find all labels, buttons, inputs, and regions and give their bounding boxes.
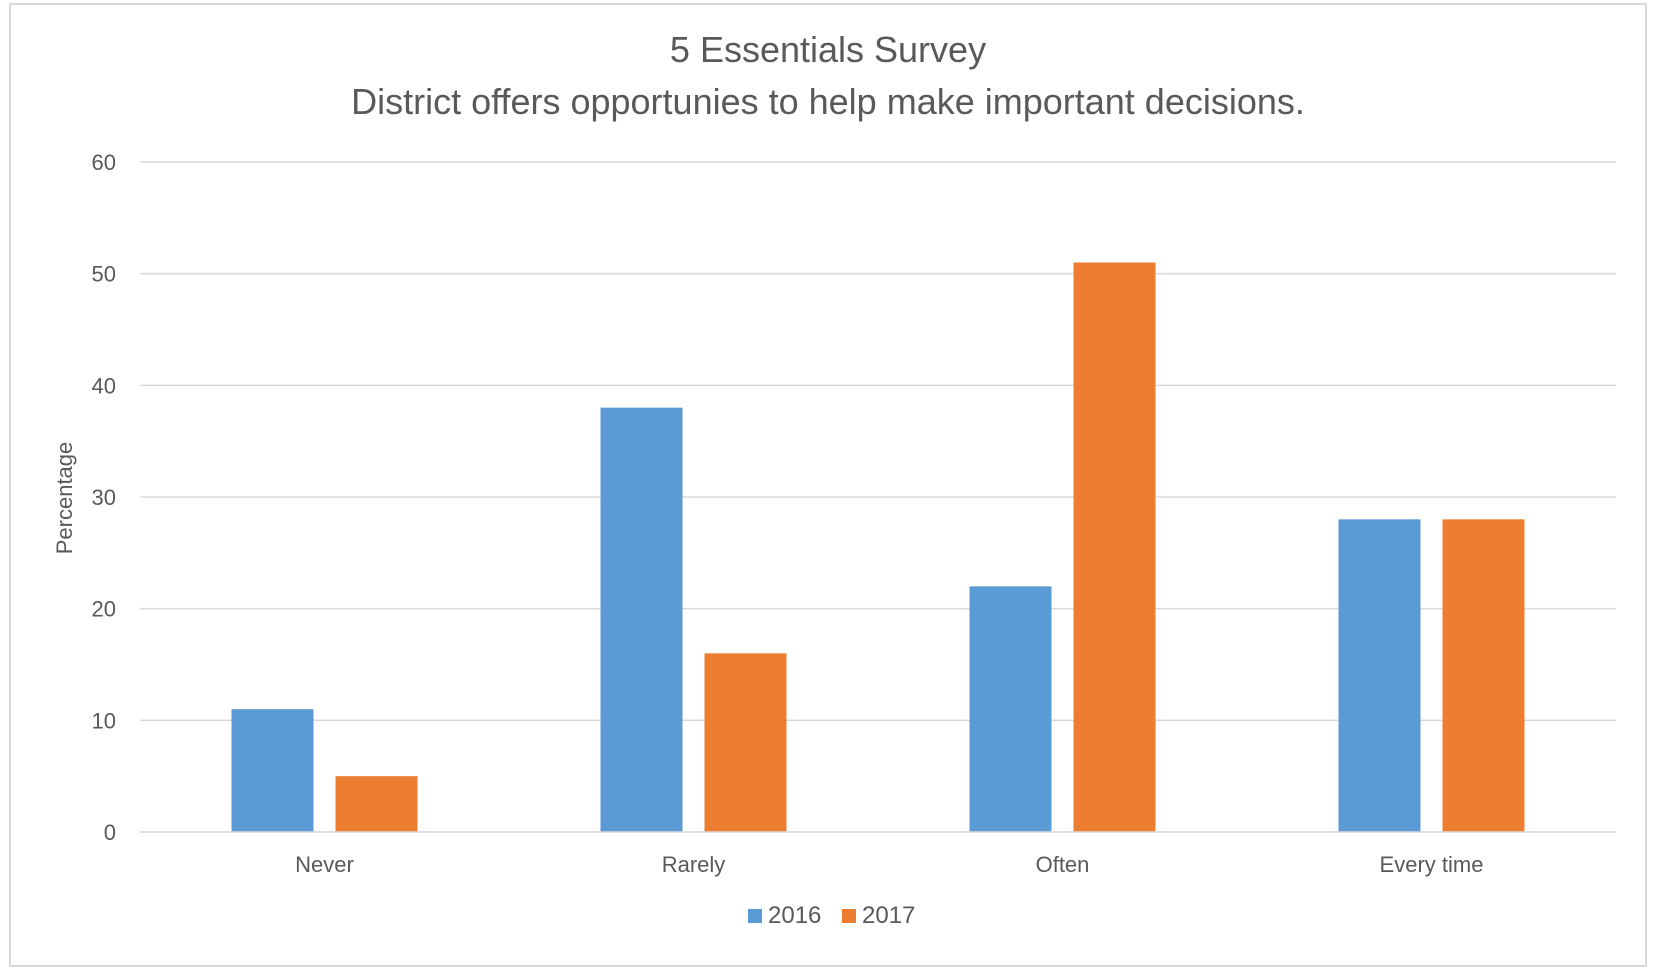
y-tick-label: 60 (92, 150, 116, 175)
bar-2017-rarely (705, 653, 787, 832)
y-tick-label: 40 (92, 373, 116, 398)
y-tick-label: 30 (92, 485, 116, 510)
y-tick-label: 0 (104, 820, 116, 845)
x-tick-label: Often (1036, 852, 1090, 877)
bar-2016-never (232, 709, 314, 832)
chart-subtitle: District offers opportunies to help make… (351, 81, 1305, 122)
y-tick-label: 10 (92, 708, 116, 733)
bar-2016-every-time (1339, 519, 1421, 832)
x-tick-label: Every time (1380, 852, 1484, 877)
legend-swatch-2017 (842, 909, 856, 923)
y-tick-label: 20 (92, 597, 116, 622)
bar-2017-every-time (1443, 519, 1525, 832)
legend-label-2017: 2017 (862, 902, 915, 929)
bar-2017-never (336, 776, 418, 832)
bar-2016-rarely (601, 408, 683, 832)
legend-swatch-2016 (748, 909, 762, 923)
y-axis-label: Percentage (52, 442, 77, 555)
y-tick-label: 50 (92, 262, 116, 287)
bar-2016-often (970, 586, 1052, 832)
x-tick-label: Never (295, 852, 354, 877)
legend-label-2016: 2016 (768, 902, 821, 929)
chart-title: 5 Essentials Survey (670, 29, 986, 70)
bar-2017-often (1074, 263, 1156, 833)
x-tick-label: Rarely (662, 852, 726, 877)
